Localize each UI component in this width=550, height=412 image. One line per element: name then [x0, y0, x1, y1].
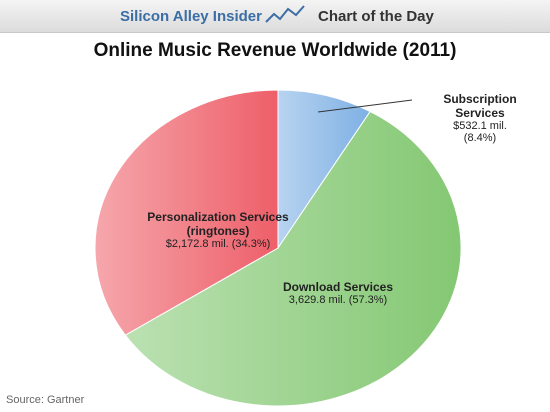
logo: [265, 5, 305, 23]
slice-shine: [94, 89, 278, 336]
slice-label: Download Services 3,629.8 mil. (57.3%): [283, 280, 393, 306]
brand: Silicon Alley Insider: [120, 8, 262, 25]
slice-value: $532.1 mil. (8.4%): [453, 120, 507, 144]
leader-line: [317, 99, 413, 113]
slice-name: Subscription Services: [443, 92, 517, 120]
slice-name: Personalization Services (ringtones): [147, 210, 289, 238]
slice-shine: [278, 90, 371, 248]
slice-label: Personalization Services (ringtones) $2,1…: [138, 210, 298, 250]
slice-value: 3,629.8 mil. (57.3%): [288, 294, 388, 306]
slice-shine: [125, 111, 461, 406]
chart-title: Online Music Revenue Worldwide (2011): [93, 40, 457, 61]
section: Chart of the Day: [318, 8, 434, 25]
slice-value: $2,172.8 mil. (34.3%): [165, 238, 271, 250]
slice-label: Subscription Services $532.1 mil. (8.4%): [443, 92, 516, 144]
slice-name: Download Services: [282, 280, 394, 294]
header-bar: Silicon Alley Insider Chart of the Day: [0, 0, 550, 33]
source: Source: Gartner: [6, 394, 85, 406]
